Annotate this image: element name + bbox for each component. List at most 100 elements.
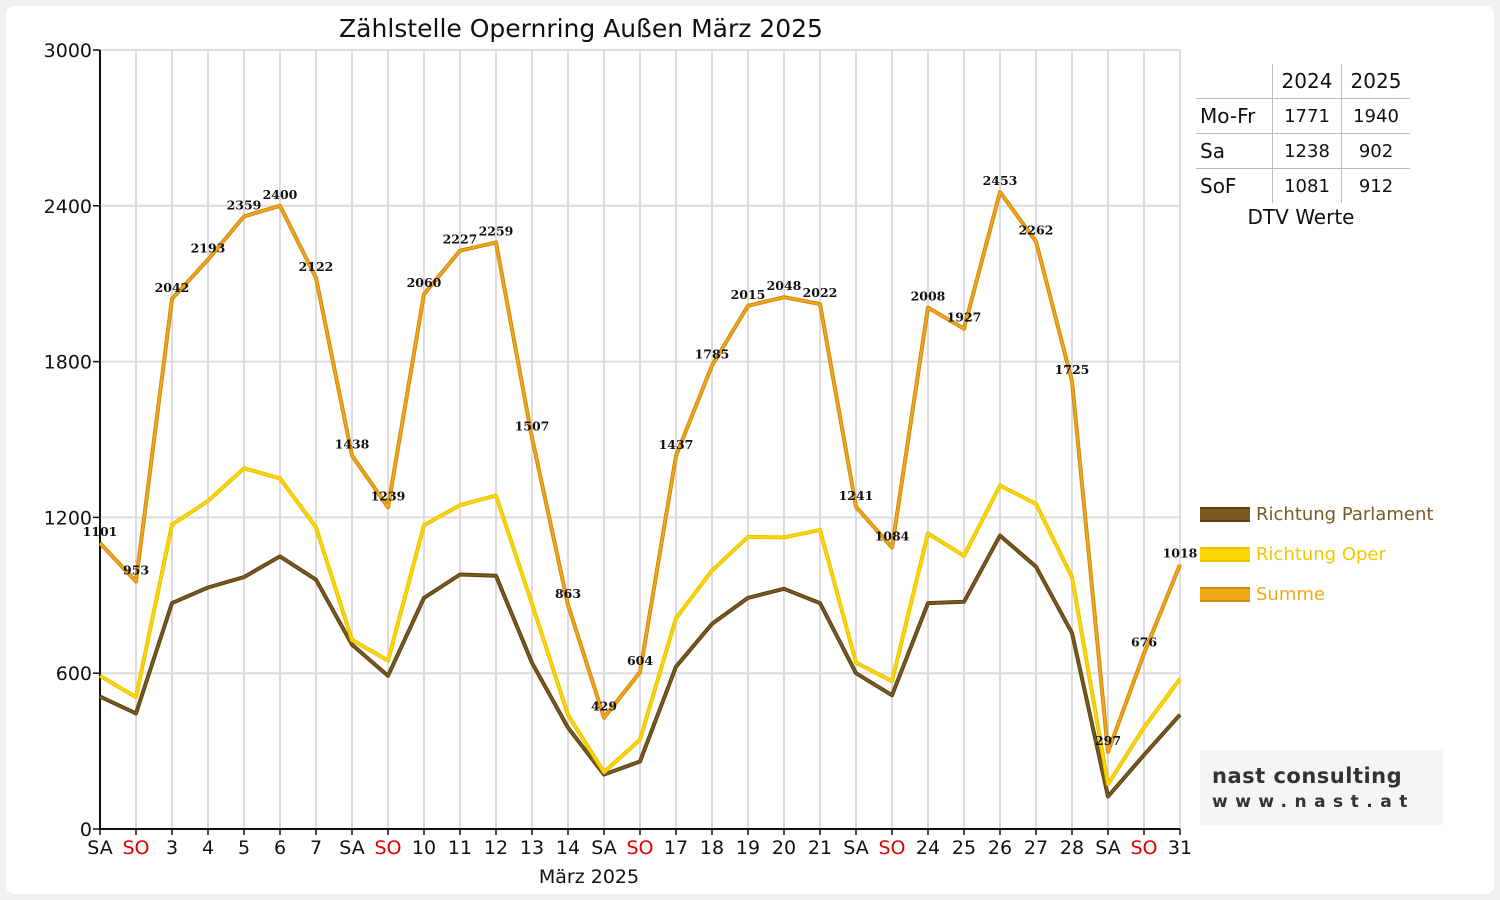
dtv-value: 902	[1341, 133, 1410, 169]
data-label: 1507	[515, 419, 550, 434]
series-line-richtung-parlament	[99, 534, 1181, 798]
dtv-year-2024: 2024	[1272, 64, 1342, 99]
x-tick-label: 6	[274, 837, 286, 859]
data-label: 2060	[407, 275, 442, 290]
legend-item-parlament: Richtung Parlament	[1200, 494, 1433, 534]
data-label: 297	[1095, 733, 1121, 748]
data-label: 604	[627, 653, 653, 668]
data-label: 2022	[803, 285, 838, 300]
x-tick-label: 10	[412, 837, 436, 859]
x-tick-labels: SA SO 3 4 5 6 7 SA SO 10 11 12 13 14 SA SO 17 18 19 20 21 SA S…	[87, 837, 1192, 859]
x-tick-label: 19	[736, 837, 760, 859]
legend-swatch-parlament	[1200, 506, 1250, 522]
axes	[93, 49, 1181, 835]
x-tick-label: 18	[700, 837, 724, 859]
x-tick-label: SA	[591, 837, 616, 859]
series-lines	[98, 190, 1182, 799]
dtv-value: 1940	[1341, 98, 1410, 134]
x-tick-label: 25	[952, 837, 976, 859]
dtv-row-label: Sa	[1196, 133, 1273, 169]
data-label: 2259	[479, 223, 514, 238]
data-label: 2193	[191, 241, 226, 256]
data-label: 1018	[1163, 546, 1198, 561]
x-tick-label: 28	[1060, 837, 1084, 859]
data-label: 863	[555, 586, 581, 601]
x-tick-label: SA	[87, 837, 112, 859]
y-tick-label: 600	[56, 663, 92, 685]
x-tick-label: 5	[238, 837, 250, 859]
data-label: 429	[591, 699, 617, 714]
x-tick-label: SO	[122, 837, 149, 859]
data-label: 2122	[299, 259, 334, 274]
dtv-value: 1771	[1272, 98, 1342, 134]
x-axis-label: März 2025	[539, 866, 639, 888]
x-tick-label: 13	[520, 837, 544, 859]
legend-swatch-oper	[1200, 546, 1250, 562]
x-tick-label: 27	[1024, 837, 1048, 859]
data-label: 2227	[443, 232, 478, 247]
x-tick-label: 21	[808, 837, 832, 859]
dtv-row-label: Mo-Fr	[1196, 98, 1273, 134]
dtv-caption: DTV Werte	[1247, 205, 1355, 229]
x-tick-label: 4	[202, 837, 214, 859]
dtv-table: 2024 2025 Mo-Fr 1771 1940 Sa 1238 902 So…	[1196, 64, 1416, 229]
chart-title: Zählstelle Opernring Außen März 2025	[339, 14, 823, 43]
data-label: 1101	[83, 524, 118, 539]
x-tick-label: SO	[374, 837, 401, 859]
data-label: 1927	[947, 310, 982, 325]
legend-item-oper: Richtung Oper	[1200, 534, 1433, 574]
company-logo: nast consulting www.nast.at	[1200, 750, 1443, 825]
x-tick-label: 17	[664, 837, 688, 859]
y-tick-label: 1200	[44, 507, 92, 529]
x-tick-label: SA	[339, 837, 364, 859]
line-chart: Zählstelle Opernring Außen März 2025 0 60…	[44, 14, 1198, 888]
y-tick-label: 1800	[44, 352, 92, 374]
dtv-value: 912	[1341, 168, 1410, 203]
legend-swatch-summe	[1200, 586, 1250, 602]
data-label: 2359	[227, 197, 262, 212]
data-label: 2042	[155, 280, 190, 295]
series-line-summe	[99, 191, 1181, 753]
data-label: 1241	[839, 488, 874, 503]
data-label: 2400	[263, 187, 298, 202]
dtv-value: 1081	[1272, 168, 1342, 203]
data-label: 2015	[731, 287, 766, 302]
dtv-row-label: SoF	[1196, 168, 1273, 203]
dtv-year-2025: 2025	[1341, 64, 1410, 99]
x-tick-label: 7	[310, 837, 322, 859]
data-label: 1239	[371, 488, 406, 503]
data-label: 1437	[659, 437, 694, 452]
x-tick-label: 31	[1168, 837, 1192, 859]
logo-brand-name: nast consulting	[1212, 764, 1403, 788]
x-tick-label: SA	[1095, 837, 1120, 859]
x-tick-label: SA	[843, 837, 868, 859]
dtv-value: 1238	[1272, 133, 1342, 169]
x-tick-label: SO	[878, 837, 905, 859]
data-label: 1084	[875, 529, 910, 544]
x-tick-label: 12	[484, 837, 508, 859]
data-label: 1438	[335, 437, 370, 452]
data-label: 1725	[1055, 362, 1090, 377]
x-tick-label: 3	[166, 837, 178, 859]
legend-label: Richtung Oper	[1256, 543, 1386, 565]
data-label: 1785	[695, 346, 730, 361]
y-tick-label: 3000	[44, 40, 92, 62]
legend-item-summe: Summe	[1200, 574, 1433, 614]
legend: Richtung Parlament Richtung Oper Summe	[1200, 494, 1433, 614]
data-label: 676	[1131, 634, 1157, 649]
data-label: 2262	[1019, 223, 1054, 238]
x-tick-label: 24	[916, 837, 940, 859]
x-tick-label: 26	[988, 837, 1012, 859]
data-label: 2048	[767, 278, 802, 293]
x-tick-label: 20	[772, 837, 796, 859]
x-tick-label: 14	[556, 837, 580, 859]
x-tick-label: SO	[626, 837, 653, 859]
legend-label: Summe	[1256, 583, 1325, 605]
logo-url: www.nast.at	[1212, 792, 1415, 812]
data-label: 2453	[983, 173, 1018, 188]
y-tick-label: 0	[80, 819, 92, 841]
y-tick-labels: 0 600 1200 1800 2400 3000	[44, 40, 92, 841]
x-tick-label: SO	[1130, 837, 1157, 859]
gridlines	[100, 49, 1181, 829]
